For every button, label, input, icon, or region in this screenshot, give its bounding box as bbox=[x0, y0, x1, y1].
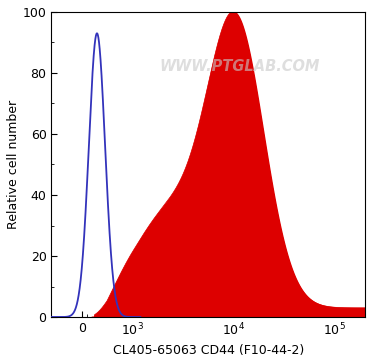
Y-axis label: Relative cell number: Relative cell number bbox=[7, 100, 20, 229]
Text: WWW.PTGLAB.COM: WWW.PTGLAB.COM bbox=[160, 59, 320, 74]
X-axis label: CL405-65063 CD44 (F10-44-2): CL405-65063 CD44 (F10-44-2) bbox=[113, 344, 304, 357]
